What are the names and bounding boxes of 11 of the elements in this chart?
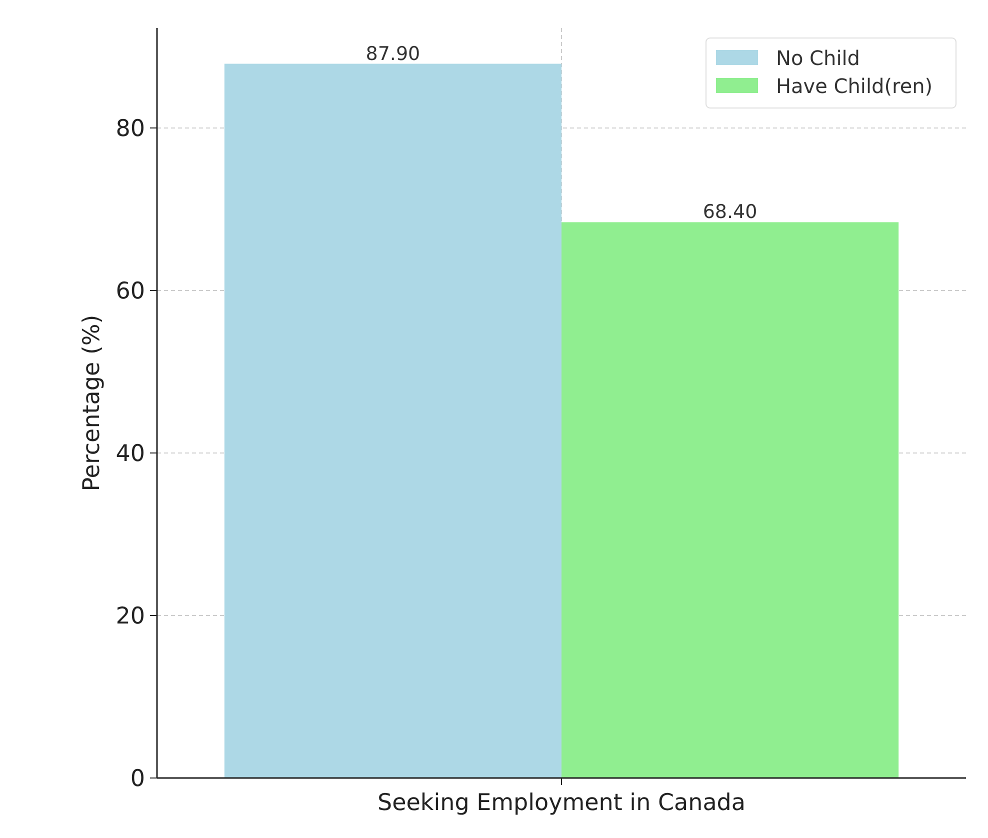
legend-label: No Child [776,46,860,70]
y-tick-label: 0 [130,766,145,792]
y-tick-label: 20 [116,604,145,630]
y-tick-label: 40 [116,441,145,468]
legend-label: Have Child(ren) [776,74,933,98]
data-label: 68.40 [702,201,758,224]
data-label: 87.90 [366,42,420,65]
y-tick-label: 80 [116,116,145,142]
y-tick-label: 60 [116,278,145,305]
x-tick-label: Seeking Employment in Canada [378,790,746,816]
y-axis-title: Percentage (%) [79,314,105,492]
